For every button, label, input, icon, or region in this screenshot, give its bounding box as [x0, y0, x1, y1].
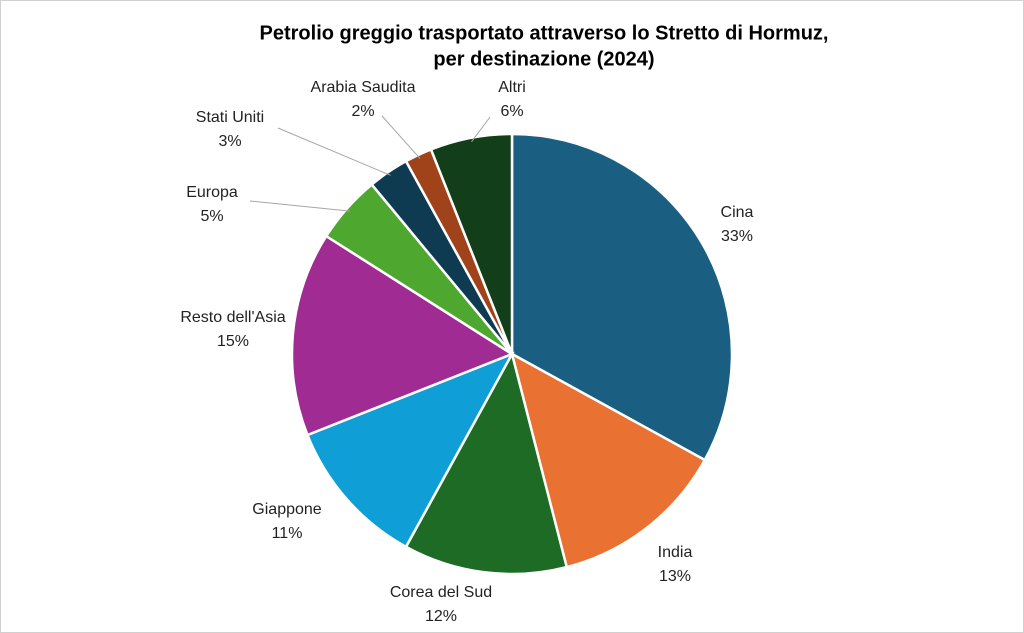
- slice-label: Corea del Sud: [390, 584, 492, 601]
- slice-value-label: 15%: [217, 333, 249, 350]
- leader-line: [249, 200, 351, 212]
- slice-value-label: 6%: [500, 103, 523, 120]
- pie-slice: [429, 132, 514, 355]
- chart-title: Petrolio greggio trasportato attraverso …: [260, 22, 829, 44]
- pie-slice: [305, 351, 515, 549]
- slice-value-label: 5%: [200, 208, 223, 225]
- chart-title: per destinazione (2024): [433, 48, 654, 70]
- slice-label: India: [658, 544, 693, 561]
- slice-label: Europa: [186, 184, 238, 201]
- leader-line: [471, 116, 491, 143]
- pie-slice: [510, 132, 734, 462]
- slice-value-label: 12%: [425, 608, 457, 625]
- leader-line: [381, 115, 421, 159]
- slice-value-label: 33%: [721, 228, 753, 245]
- slice-value-label: 13%: [659, 568, 691, 585]
- slice-value-label: 3%: [218, 133, 241, 150]
- slice-label: Altri: [498, 79, 526, 96]
- slice-label: Arabia Saudita: [311, 79, 416, 96]
- slice-label: Resto dell'Asia: [180, 309, 285, 326]
- slice-label: Cina: [721, 204, 754, 221]
- slice-value-label: 11%: [272, 525, 303, 542]
- pie-slice: [404, 350, 569, 576]
- pie-slice: [510, 351, 707, 569]
- slice-label: Giappone: [252, 501, 321, 518]
- leader-line: [277, 127, 391, 176]
- slice-label: Stati Uniti: [196, 109, 264, 126]
- slice-value-label: 2%: [351, 103, 374, 120]
- pie-slice: [290, 234, 515, 437]
